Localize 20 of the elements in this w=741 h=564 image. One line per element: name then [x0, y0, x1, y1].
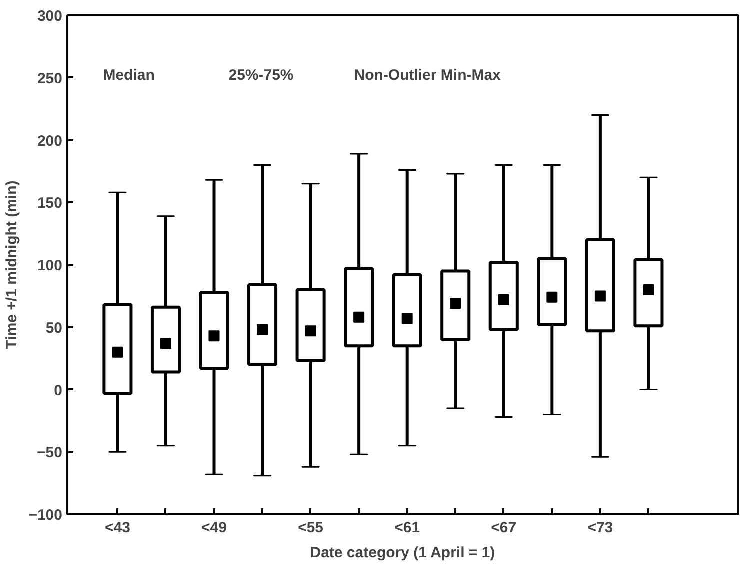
y-axis-title: Time +/1 midnight (min)	[4, 180, 21, 350]
y-tick-label: 0	[54, 382, 62, 400]
y-tick-label: −100	[28, 507, 63, 524]
annotation: Median	[103, 66, 155, 84]
x-tick-label: <61	[394, 520, 420, 536]
x-tick-label: <43	[104, 520, 130, 536]
annotation: Non-Outlier Min-Max	[354, 66, 502, 84]
y-tick-label: 250	[37, 70, 63, 88]
y-tick-label: −50	[37, 444, 63, 462]
x-tick-label: <73	[588, 520, 614, 536]
annotation: 25%-75%	[228, 66, 294, 84]
x-tick-label: <49	[202, 520, 227, 536]
y-tick-label: 150	[37, 195, 63, 212]
y-tick-label: 200	[37, 132, 63, 150]
y-tick-label: 300	[37, 8, 63, 25]
y-tick-label: 50	[46, 320, 63, 337]
x-tick-label: <55	[298, 520, 324, 536]
x-axis-title: Date category (1 April = 1)	[310, 544, 496, 562]
x-tick-label: <67	[491, 520, 517, 536]
y-tick-label: 100	[37, 258, 63, 274]
